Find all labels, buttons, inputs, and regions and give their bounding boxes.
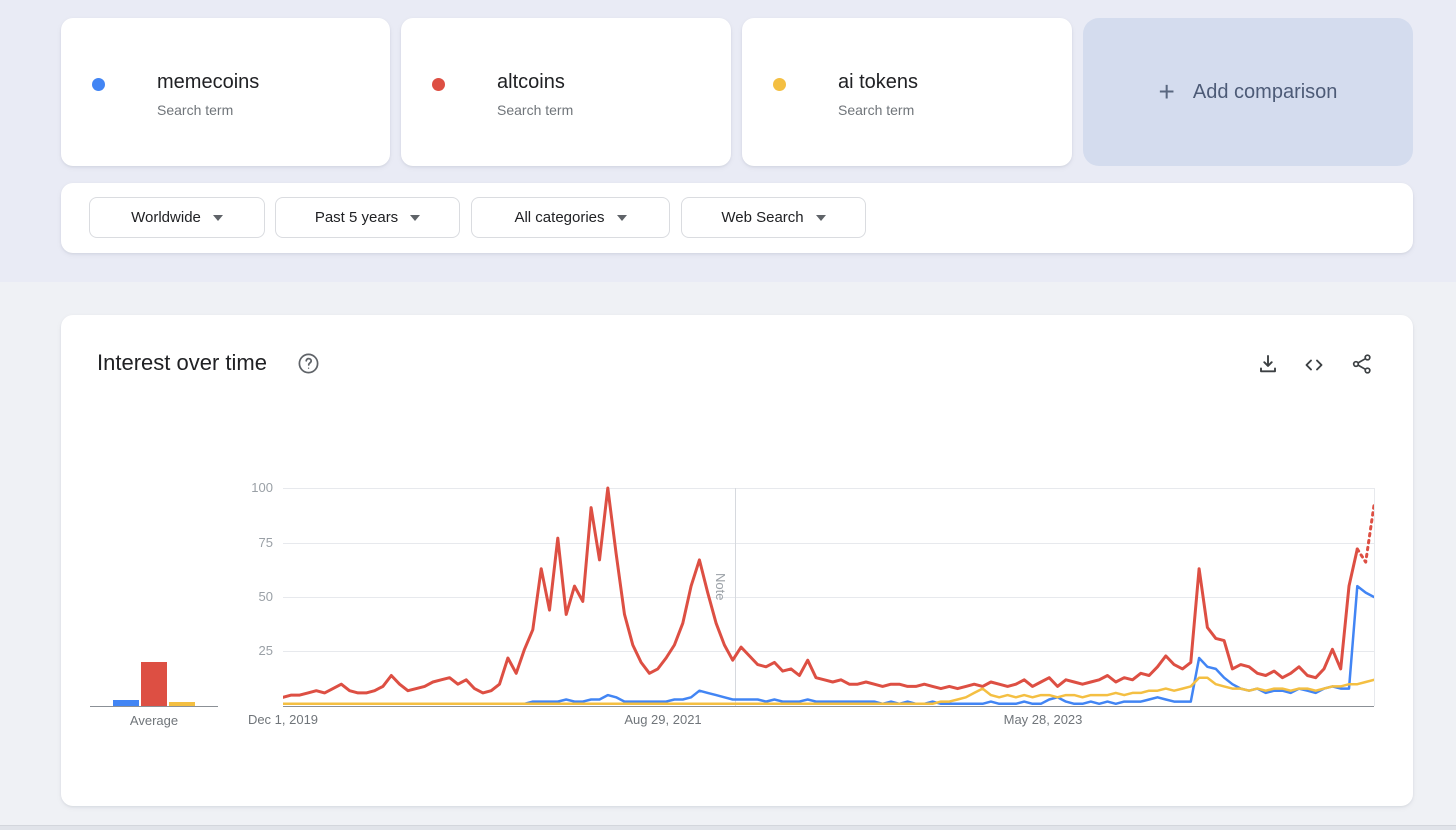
add-comparison-label: Add comparison: [1192, 80, 1338, 103]
gridline-25: [283, 651, 1374, 652]
series-color-dot: [432, 78, 445, 91]
share-icon[interactable]: [1350, 352, 1374, 376]
plus-icon: +: [1158, 76, 1175, 107]
chevron-down-icon: [410, 214, 421, 221]
filter-searchtype-dropdown[interactable]: Web Search: [681, 197, 866, 238]
filter-timerange-label: Past 5 years: [314, 209, 399, 226]
average-label: Average: [129, 713, 179, 728]
x-tick-may-2023: May 28, 2023: [1003, 712, 1083, 727]
plot-right-border: [1374, 488, 1375, 706]
term-title: ai tokens: [838, 71, 919, 93]
series-color-dot: [92, 78, 105, 91]
help-icon[interactable]: [297, 352, 320, 375]
term-title: memecoins: [157, 71, 260, 93]
gridline-100: [283, 488, 1374, 489]
average-bar-chart: [90, 555, 218, 706]
y-tick-50: 50: [258, 589, 273, 604]
filter-region-dropdown[interactable]: Worldwide: [89, 197, 265, 238]
filter-timerange-dropdown[interactable]: Past 5 years: [275, 197, 460, 238]
filter-searchtype-label: Web Search: [721, 209, 804, 226]
average-bar-altcoins: [141, 662, 167, 706]
filter-bar: Worldwide Past 5 years All categories We…: [61, 183, 1413, 253]
note-marker-label: Note: [713, 573, 728, 601]
trend-line-chart[interactable]: [283, 470, 1374, 706]
term-subtitle: Search term: [497, 102, 574, 118]
average-bar-memecoins: [113, 699, 139, 706]
gridline-50: [283, 597, 1374, 598]
series-color-dot: [773, 78, 786, 91]
filter-region-label: Worldwide: [131, 209, 201, 226]
term-card-altcoins[interactable]: altcoins Search term: [401, 18, 731, 166]
download-icon[interactable]: [1256, 352, 1280, 376]
next-section-edge: [0, 825, 1456, 830]
x-tick-aug-2021: Aug 29, 2021: [624, 712, 702, 727]
y-tick-25: 25: [258, 643, 273, 658]
note-marker-line[interactable]: [735, 488, 736, 706]
term-subtitle: Search term: [838, 102, 915, 118]
average-bar-ai-tokens: [169, 701, 195, 706]
panel-title: Interest over time: [97, 350, 267, 375]
filter-category-label: All categories: [514, 209, 605, 226]
term-title: altcoins: [497, 71, 565, 93]
y-tick-75: 75: [258, 535, 273, 550]
embed-icon[interactable]: [1302, 353, 1326, 377]
average-axis-line: [90, 706, 218, 707]
chevron-down-icon: [616, 214, 627, 221]
term-card-ai-tokens[interactable]: ai tokens Search term: [742, 18, 1072, 166]
chevron-down-icon: [815, 214, 826, 221]
add-comparison-button[interactable]: + Add comparison: [1083, 18, 1413, 166]
term-card-memecoins[interactable]: memecoins Search term: [61, 18, 390, 166]
chevron-down-icon: [212, 214, 223, 221]
term-subtitle: Search term: [157, 102, 234, 118]
y-tick-100: 100: [251, 480, 273, 495]
x-tick-dec-2019: Dec 1, 2019: [247, 712, 319, 727]
interest-over-time-panel: Interest over time 100 75: [61, 315, 1413, 806]
x-axis-line: [283, 706, 1374, 707]
filter-category-dropdown[interactable]: All categories: [471, 197, 670, 238]
gridline-75: [283, 543, 1374, 544]
